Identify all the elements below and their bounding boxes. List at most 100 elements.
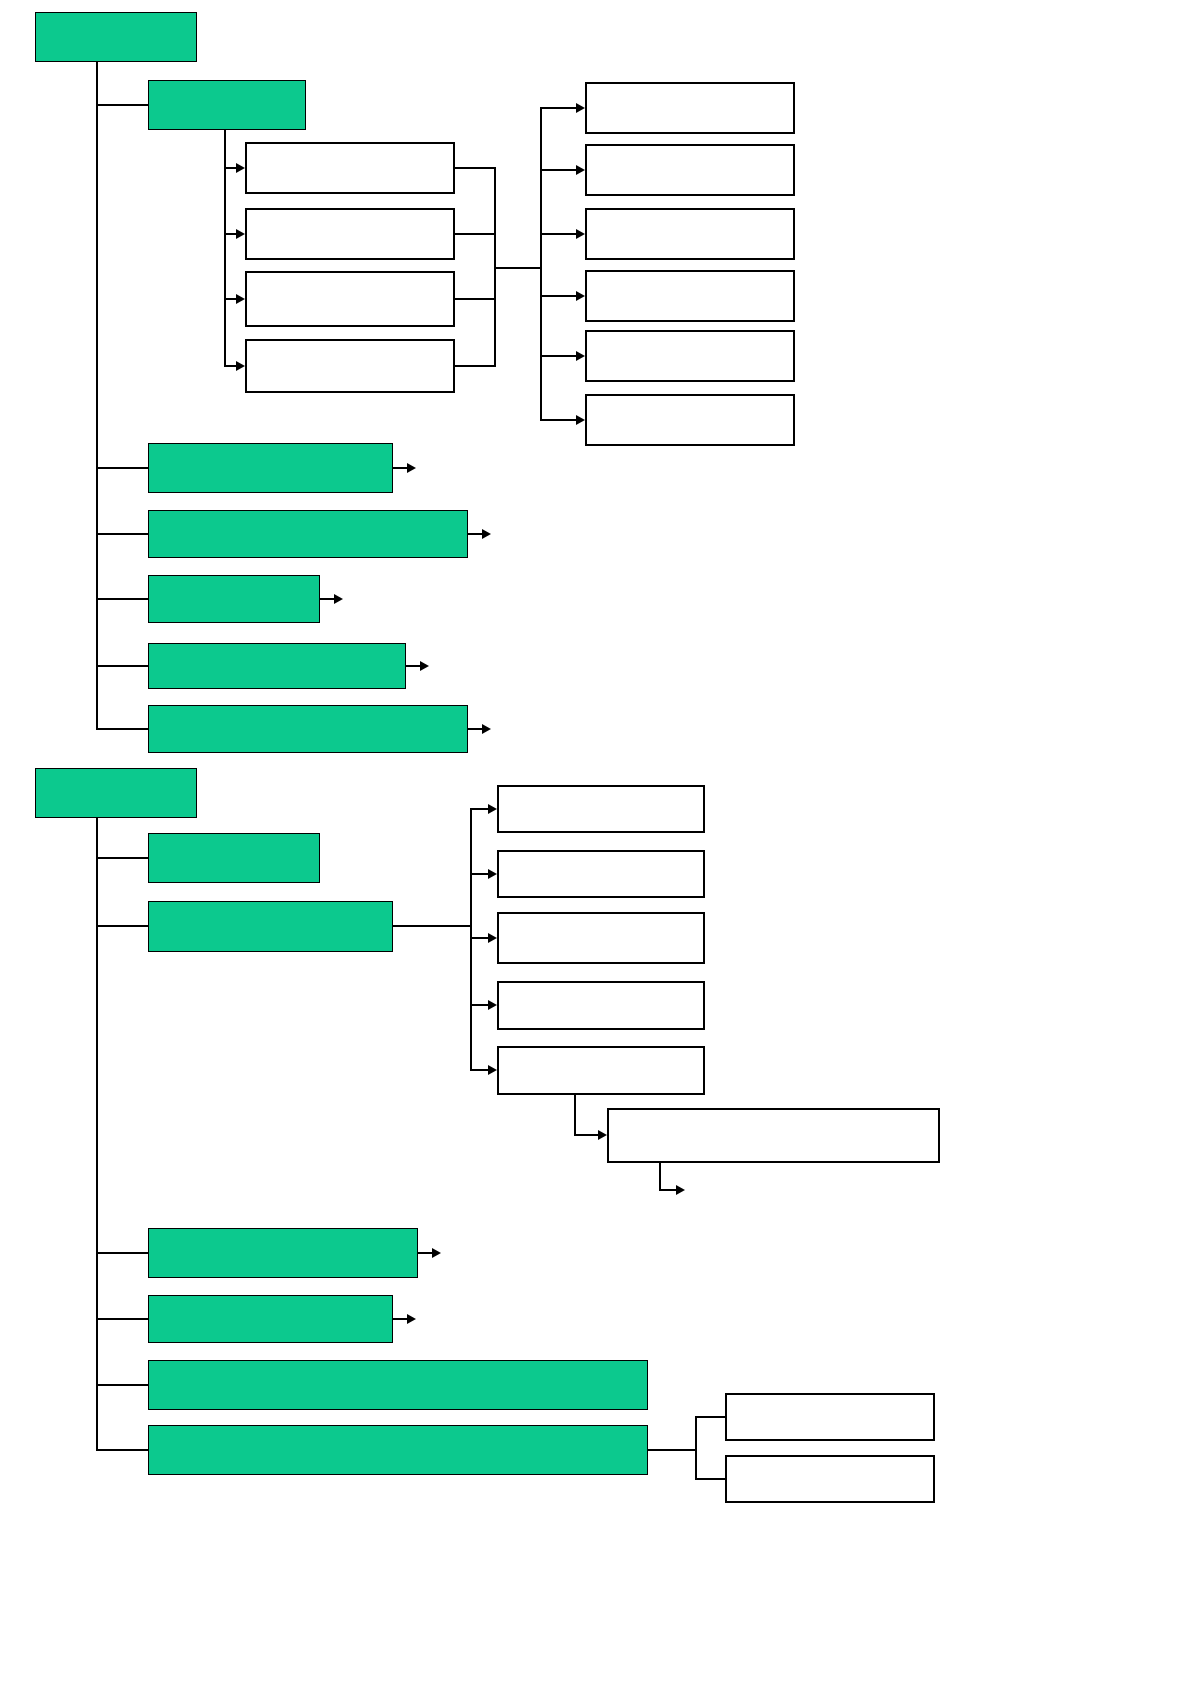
t1-child4-connector [224, 365, 236, 367]
t1-child2-connector [224, 233, 236, 235]
t2-branch2-child1-node [497, 785, 705, 833]
t2-child5-connector [470, 1069, 488, 1071]
t1-branch2-node [148, 443, 393, 493]
t1-branch6-connector [96, 728, 148, 730]
t2-branch4-node [148, 1295, 393, 1343]
t2-branch6-node [148, 1425, 648, 1475]
t2-branch4-connector [96, 1318, 148, 1320]
t2-branch3-out-connector [418, 1252, 432, 1254]
t2-branch1-node [148, 833, 320, 883]
t2-dangling-connector [659, 1189, 676, 1191]
t1-branch2-out-connector [393, 467, 407, 469]
t1-child3-out-connector [455, 298, 494, 300]
t1-trunk-line [96, 62, 98, 730]
t1-branch3-arrowhead-icon [482, 529, 491, 539]
t2-branch6-child1-node [725, 1393, 935, 1441]
t2-branch3-node [148, 1228, 418, 1278]
t1-branch1-child2-node [245, 208, 455, 260]
t1-bridge-connector [494, 267, 542, 269]
t2-branch6-child1-connector [695, 1416, 725, 1418]
t1-child2-out-connector [455, 233, 494, 235]
t1-grandchild6-node [585, 394, 795, 446]
t1-branch1-node [148, 80, 306, 130]
t1-grandchild1-arrowhead-icon [576, 103, 585, 113]
t1-branch1-child4-node [245, 339, 455, 393]
t1-branch1-connector [96, 104, 148, 106]
t1-child1-out-connector [455, 167, 494, 169]
t1-child2-arrowhead-icon [236, 229, 245, 239]
t2-branch6-child2-connector [695, 1478, 725, 1480]
t2-child2-connector [470, 873, 488, 875]
t2-wide-connector [574, 1134, 598, 1136]
t2-branch4-out-connector [393, 1318, 407, 1320]
t1-grandchild3-node [585, 208, 795, 260]
t1-grandchild3-connector [540, 233, 576, 235]
t2-branch2-child4-node [497, 981, 705, 1030]
t1-branch5-out-connector [406, 665, 420, 667]
t1-branch2-arrowhead-icon [407, 463, 416, 473]
t2-branch2-node [148, 901, 393, 952]
t2-branch5-connector [96, 1384, 148, 1386]
t1-grandchild4-node [585, 270, 795, 322]
t2-bracket-line [695, 1416, 697, 1480]
t1-grandchild6-arrowhead-icon [576, 415, 585, 425]
t2-child4-connector [470, 1004, 488, 1006]
t2-branch2-child5-node [497, 1046, 705, 1095]
t2-branch6-out-connector [648, 1449, 697, 1451]
t2-branch3-connector [96, 1252, 148, 1254]
t2-branch5-node [148, 1360, 648, 1410]
t1-branch4-connector [96, 598, 148, 600]
t1-branch4-node [148, 575, 320, 623]
t1-branch6-node [148, 705, 468, 753]
t2-root-node [35, 768, 197, 818]
t1-child4-out-connector [455, 365, 494, 367]
t1-branch6-arrowhead-icon [482, 724, 491, 734]
t2-wide-down-line [659, 1163, 661, 1191]
t1-child3-connector [224, 298, 236, 300]
t1-branch3-connector [96, 533, 148, 535]
t1-grandchild5-node [585, 330, 795, 382]
t2-dangling-arrowhead-icon [676, 1185, 685, 1195]
t2-distributor-line [470, 808, 472, 1071]
t1-grandchild2-connector [540, 169, 576, 171]
t1-grandchild3-arrowhead-icon [576, 229, 585, 239]
t1-branch1-child1-node [245, 142, 455, 194]
t1-branch1-drop-line [224, 130, 226, 367]
t2-wide-arrowhead-icon [598, 1130, 607, 1140]
t2-child3-arrowhead-icon [488, 933, 497, 943]
t2-branch2-child3-node [497, 912, 705, 964]
t1-branch6-out-connector [468, 728, 482, 730]
t2-branch6-connector [96, 1449, 148, 1451]
t2-branch2-child2-node [497, 850, 705, 898]
t2-branch3-arrowhead-icon [432, 1248, 441, 1258]
t1-grandchild4-arrowhead-icon [576, 291, 585, 301]
t1-branch2-connector [96, 467, 148, 469]
t2-trunk-line [96, 818, 98, 1451]
t2-child1-connector [470, 808, 488, 810]
t1-branch4-arrowhead-icon [334, 594, 343, 604]
t2-branch4-arrowhead-icon [407, 1314, 416, 1324]
t1-child4-arrowhead-icon [236, 361, 245, 371]
t2-branch6-child2-node [725, 1455, 935, 1503]
t1-grandchild4-connector [540, 295, 576, 297]
t1-distributor-line [540, 107, 542, 421]
t1-root-node [35, 12, 197, 62]
t2-child2-arrowhead-icon [488, 869, 497, 879]
t2-child4-arrowhead-icon [488, 1000, 497, 1010]
t2-branch1-connector [96, 857, 148, 859]
t2-wide-node [607, 1108, 940, 1163]
t1-grandchild2-node [585, 144, 795, 196]
t2-branch2-out-connector [393, 925, 472, 927]
t1-branch5-connector [96, 665, 148, 667]
t1-grandchild1-connector [540, 107, 576, 109]
t1-branch5-node [148, 643, 406, 689]
t1-branch1-child3-node [245, 271, 455, 327]
t1-branch5-arrowhead-icon [420, 661, 429, 671]
t1-branch3-node [148, 510, 468, 558]
t2-child1-arrowhead-icon [488, 804, 497, 814]
t1-grandchild5-connector [540, 355, 576, 357]
t2-child3-connector [470, 937, 488, 939]
t1-child1-arrowhead-icon [236, 163, 245, 173]
t1-child3-arrowhead-icon [236, 294, 245, 304]
